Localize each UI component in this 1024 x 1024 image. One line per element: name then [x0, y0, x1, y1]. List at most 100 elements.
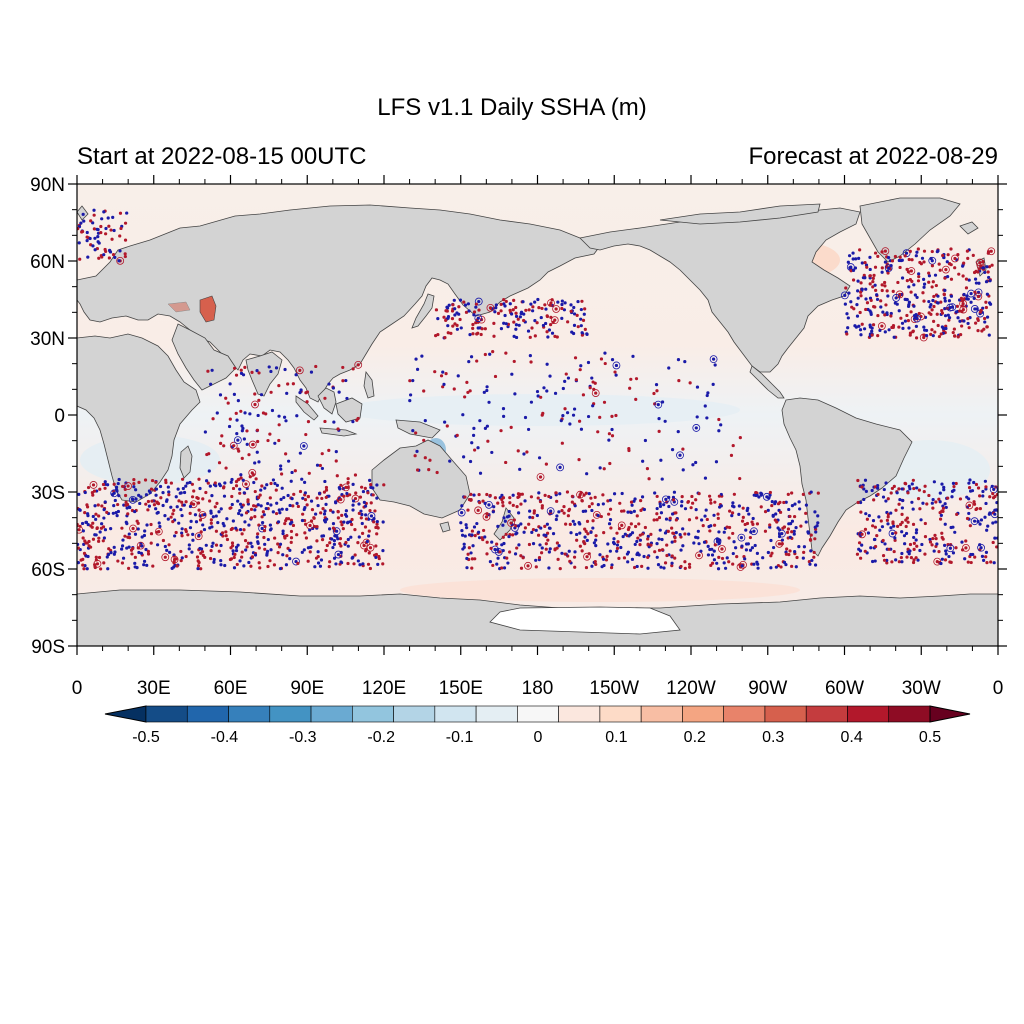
obs-point — [435, 470, 439, 475]
obs-point — [472, 525, 477, 529]
obs-point — [339, 497, 343, 502]
lon-tick-label: 90E — [290, 678, 324, 699]
obs-ring — [124, 482, 133, 490]
obs-point — [346, 481, 350, 485]
obs-point — [283, 521, 287, 526]
obs-point — [467, 360, 471, 364]
obs-point — [881, 495, 886, 499]
obs-point — [793, 550, 797, 554]
obs-point — [414, 357, 418, 361]
obs-point — [912, 304, 916, 308]
obs-point — [103, 480, 107, 484]
obs-point — [197, 533, 201, 537]
obs-point — [188, 526, 193, 530]
obs-point — [582, 312, 586, 316]
obs-point — [238, 487, 242, 491]
obs-point — [225, 517, 229, 521]
obs-point — [678, 453, 682, 457]
colorbar-swatch — [393, 705, 436, 723]
obs-point — [776, 502, 781, 506]
obs-point — [89, 219, 93, 223]
obs-point — [270, 408, 275, 413]
obs-point — [563, 552, 567, 556]
obs-point — [604, 558, 609, 562]
obs-point — [105, 510, 109, 515]
obs-point — [705, 393, 709, 398]
obs-point — [925, 334, 929, 338]
lon-tick-label: 150E — [439, 678, 483, 699]
obs-point — [209, 549, 213, 553]
obs-point — [766, 550, 770, 555]
obs-point — [354, 491, 358, 495]
obs-point — [938, 491, 942, 495]
colorbar: -0.5 -0.4 -0.3 -0.2 -0.1 0 0.1 0.2 0.3 0.4 0.5 — [104, 705, 971, 746]
obs-point — [112, 228, 116, 233]
obs-point — [91, 483, 96, 487]
obs-point — [972, 500, 976, 504]
obs-point — [530, 530, 534, 535]
obs-point — [116, 502, 120, 507]
obs-point — [978, 543, 982, 547]
obs-point — [340, 523, 344, 527]
obs-point — [472, 426, 476, 430]
obs-point — [476, 446, 480, 450]
obs-ring — [777, 529, 786, 538]
obs-point — [172, 557, 177, 562]
obs-point — [145, 563, 149, 567]
obs-point — [816, 491, 820, 495]
obs-point — [859, 500, 863, 505]
obs-point — [591, 526, 595, 530]
obs-point — [316, 561, 321, 565]
obs-point — [86, 554, 90, 559]
obs-point — [942, 488, 946, 492]
obs-point — [786, 492, 790, 497]
obs-point — [85, 239, 89, 243]
obs-point — [470, 533, 474, 537]
obs-point — [364, 547, 368, 551]
obs-point — [93, 236, 97, 240]
obs-point — [697, 491, 701, 496]
obs-point — [218, 393, 223, 397]
obs-point — [284, 563, 289, 567]
obs-point — [238, 508, 242, 513]
obs-point — [324, 485, 329, 490]
obs-point — [459, 326, 463, 330]
obs-point — [719, 423, 723, 427]
obs-point — [905, 313, 909, 318]
obs-point — [883, 284, 887, 288]
obs-point — [899, 555, 903, 560]
obs-point — [240, 550, 244, 554]
obs-point — [332, 539, 337, 543]
obs-point — [157, 521, 161, 525]
obs-point — [810, 558, 814, 563]
obs-point — [788, 514, 792, 519]
obs-point — [558, 492, 562, 496]
colorbar-swatch — [888, 705, 931, 723]
obs-point — [452, 387, 456, 391]
obs-point — [351, 508, 355, 512]
obs-point — [986, 251, 990, 255]
obs-point — [873, 265, 878, 269]
obs-point — [540, 504, 544, 508]
obs-point — [915, 544, 919, 548]
obs-point — [514, 311, 518, 315]
central-america-landmass — [749, 365, 785, 399]
obs-point — [977, 267, 981, 271]
obs-point — [97, 256, 101, 260]
obs-point — [364, 513, 368, 517]
obs-point — [537, 491, 541, 495]
obs-point — [108, 248, 112, 252]
obs-point — [960, 324, 964, 328]
obs-point — [855, 303, 859, 307]
obs-point — [148, 490, 152, 495]
obs-point — [306, 494, 310, 499]
lon-tick-label: 60E — [214, 678, 248, 699]
obs-point — [574, 378, 578, 382]
obs-point — [876, 486, 880, 490]
obs-point — [207, 469, 211, 473]
obs-point — [304, 432, 308, 437]
obs-point — [706, 553, 711, 557]
obs-point — [978, 260, 982, 265]
obs-point — [573, 356, 578, 360]
obs-point — [991, 496, 996, 500]
